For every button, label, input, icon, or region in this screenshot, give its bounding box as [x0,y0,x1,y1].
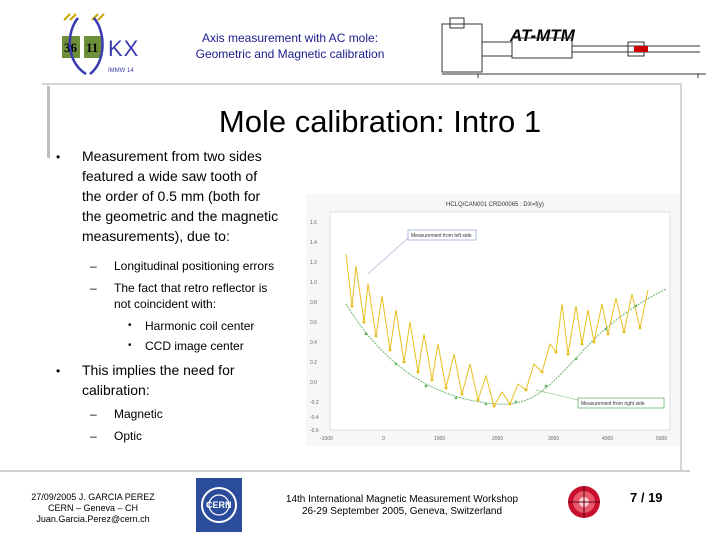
x-tick: 1000 [434,436,445,442]
bullet-marker: • [56,364,61,378]
subsub-marker: • [128,340,132,351]
sub-item-1-2-line: not coincident with: [114,297,217,311]
imm-workshop-logo: 36 11 KX IMMW 14 [56,12,156,78]
x-tick: 0 [382,436,385,442]
bullet-marker: • [56,150,61,164]
footer-event-line2: 26-29 September 2005, Geneva, Switzerlan… [301,506,503,517]
svg-text:KX: KX [108,36,139,61]
footer-divider [0,470,690,472]
sub-marker: – [90,259,97,273]
sub-marker: – [90,281,97,295]
right-side-markers [364,304,638,406]
bullet-2-line: This implies the need for [82,362,235,378]
bullet-2: • [56,360,60,381]
slide-title: Mole calibration: Intro 1 [218,104,542,139]
y-tick: 0.6 [310,320,317,326]
page-number: 7 / 19 [630,490,663,505]
left-side-callout [407,229,477,241]
footer-event: 14th International Magnetic Measurement … [262,494,542,518]
calibration-chart: HCLQ/CAN001 CRD00065 : DX=f(y) 1.6 1.4 1… [306,194,680,446]
left-accent-bar [47,86,50,158]
subsub-item-1: Harmonic coil center [145,319,255,333]
left-side-callout-text: Measurement from left side [411,233,472,239]
y-tick: -0.4 [310,415,319,421]
footer-author: 27/09/2005 J. GARCIA PEREZ CERN – Geneva… [18,492,168,525]
header-divider [42,83,682,85]
bullet-2-text: This implies the need for calibration: [82,360,302,400]
bullet-1-line: measurements), due to: [82,228,230,244]
y-tick: 0.8 [310,300,317,306]
svg-text:CERN: CERN [206,500,232,510]
sub-item-1-1: Longitudinal positioning errors [114,259,275,273]
footer-email: Juan.Garcia.Perez@cern.ch [36,514,150,524]
right-side-callout [577,397,665,409]
y-axis-ticks: 1.6 1.4 1.2 1.0 0.8 0.6 0.4 0.2 0.0 -0.2… [310,220,319,434]
svg-text:IMMW 14: IMMW 14 [108,68,134,74]
left-side-markers [350,304,642,408]
header-title-line1: Axis measurement with AC mole: [201,31,379,45]
right-side-callout-text: Measurement from right side [581,401,645,407]
y-tick: 1.6 [310,220,317,226]
subsub-marker: • [128,320,132,331]
sub-marker: – [90,429,97,443]
svg-text:11: 11 [86,40,98,55]
y-tick: 1.2 [310,260,317,266]
x-tick: 4000 [602,436,613,442]
y-tick: 0.2 [310,360,317,366]
footer-date-author: 27/09/2005 J. GARCIA PEREZ [31,492,155,502]
sub-marker: – [90,407,97,421]
bullet-1-line: featured a wide saw tooth of [82,168,258,184]
bullet-1-line: the geometric and the magnetic [82,208,279,224]
y-tick: 0.0 [310,380,317,386]
x-tick: 3000 [548,436,559,442]
right-border [680,83,682,471]
right-side-series [345,288,667,405]
x-tick: 5000 [656,436,667,442]
x-tick: 2000 [492,436,503,442]
bullet-1: • [56,146,60,167]
y-tick: -0.2 [310,400,319,406]
footer-event-line1: 14th International Magnetic Measurement … [285,494,519,505]
project-label: AT-MTM [510,26,575,45]
subsub-item-2: CCD image center [145,339,244,353]
atmtm-mole-drawing [438,16,708,80]
chart-title: HCLQ/CAN001 CRD00065 : DX=f(y) [446,202,544,208]
sub-item-2-2: Optic [114,429,143,443]
y-tick: 1.4 [310,240,317,246]
x-tick: -1000 [320,436,333,442]
x-axis-ticks: -1000 0 1000 2000 3000 4000 5000 [320,436,667,442]
y-tick: 0.4 [310,340,317,346]
y-tick: 1.0 [310,280,317,286]
bullet-1-line: Measurement from two sides [82,148,262,164]
sub-item-2-1: Magnetic [114,407,163,421]
footer-org: CERN – Geneva – CH [47,503,139,513]
header-title-line2: Geometric and Magnetic calibration [195,47,385,61]
cern-logo: CERN [196,478,242,532]
sub-item-1-2-line: The fact that retro reflector is [114,281,268,295]
bullet-1-text: Measurement from two sides featured a wi… [82,146,312,246]
header-title: Axis measurement with AC mole: Geometric… [160,30,420,62]
bullet-1-line: the order of 0.5 mm (both for [82,188,261,204]
magnet-logo [564,484,604,520]
sub-item-1-2: The fact that retro reflector is not coi… [114,280,304,312]
y-tick: -0.6 [310,428,319,434]
bullet-2-line: calibration: [82,382,150,398]
